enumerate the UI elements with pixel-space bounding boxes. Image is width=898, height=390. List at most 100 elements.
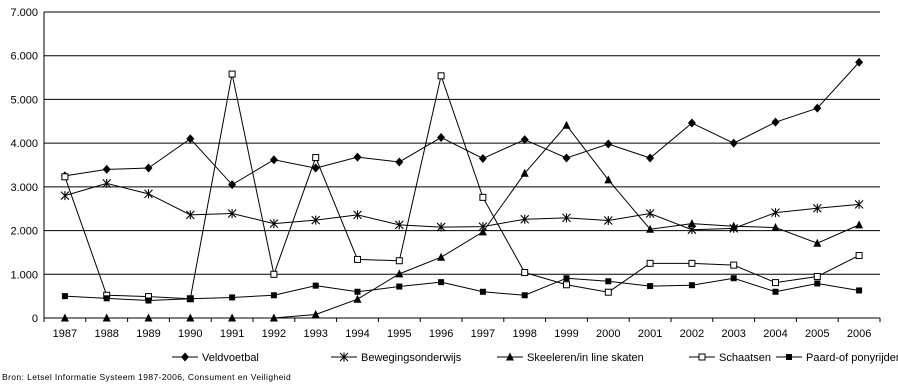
series-group — [60, 57, 864, 322]
data-point — [698, 353, 706, 361]
data-point — [394, 220, 404, 230]
data-point — [813, 272, 821, 280]
source-note: Bron: Letsel Informatie Systeem 1987-200… — [2, 372, 292, 382]
data-point — [353, 152, 362, 162]
series-line — [64, 73, 860, 300]
data-point — [646, 224, 655, 233]
y-tick-label: 6.000 — [10, 51, 38, 63]
data-point — [395, 157, 404, 167]
data-point — [102, 164, 111, 174]
y-tick-label: 7.000 — [10, 7, 38, 19]
legend-label: Bewegingsonderwijs — [361, 352, 462, 364]
data-point — [729, 138, 738, 148]
grid-lines — [44, 11, 880, 319]
x-tick-label: 1991 — [220, 328, 244, 340]
data-point — [103, 295, 110, 302]
y-axis: 0 1.000 2.000 3.000 4.000 5.000 6.000 7.000 — [10, 7, 45, 325]
data-point — [729, 221, 738, 230]
data-point — [605, 278, 612, 285]
data-point — [520, 214, 530, 224]
data-point — [437, 252, 446, 261]
x-tick-label: 2006 — [847, 328, 871, 340]
legend-entry: Veldvoetbal — [172, 352, 259, 364]
data-point — [354, 255, 361, 263]
x-tick-label: 1996 — [429, 328, 453, 340]
y-tick-label: 2.000 — [10, 226, 38, 238]
x-tick-label: 2001 — [638, 328, 662, 340]
data-point — [856, 287, 863, 294]
data-point — [771, 223, 780, 232]
y-tick-label: 0 — [32, 313, 38, 325]
data-point — [855, 251, 863, 259]
data-point — [60, 313, 69, 322]
series-line — [64, 277, 860, 302]
legend-label: Schaatsen — [719, 352, 771, 364]
data-point — [187, 295, 194, 302]
data-point — [269, 219, 279, 229]
data-point — [562, 213, 571, 223]
data-point — [228, 180, 237, 190]
data-point — [312, 282, 319, 289]
y-tick-label: 3.000 — [10, 182, 38, 194]
data-point — [506, 352, 514, 361]
data-point — [312, 154, 320, 162]
data-point — [771, 208, 780, 218]
series-line — [64, 124, 860, 319]
data-point — [181, 352, 189, 362]
data-point — [604, 139, 613, 149]
data-point — [270, 270, 278, 278]
data-point — [813, 103, 822, 113]
series-line — [64, 182, 860, 231]
data-point — [563, 281, 570, 289]
data-point — [145, 297, 152, 304]
x-tick-label: 2005 — [805, 328, 829, 340]
data-point — [102, 178, 112, 188]
x-tick-label: 1994 — [345, 328, 369, 340]
data-point — [687, 219, 696, 228]
data-point — [186, 313, 195, 322]
data-point — [521, 269, 529, 277]
data-point — [771, 117, 780, 127]
data-point — [730, 275, 737, 282]
data-point — [854, 199, 864, 209]
data-point — [354, 288, 361, 295]
data-point — [772, 279, 779, 287]
data-point — [687, 118, 696, 128]
data-point — [437, 72, 445, 80]
x-tick-label: 1998 — [512, 328, 536, 340]
data-point — [604, 175, 613, 184]
data-point — [855, 57, 864, 67]
x-tick-label: 2004 — [763, 328, 787, 340]
data-point — [520, 168, 529, 177]
data-point — [353, 210, 362, 220]
data-point — [395, 269, 404, 278]
data-point — [227, 209, 237, 219]
data-point — [479, 288, 486, 295]
data-point — [646, 153, 655, 163]
x-tick-label: 1993 — [303, 328, 327, 340]
data-point — [270, 292, 277, 299]
legend: Veldvoetbal Bewegingsonderwijs Skeeleren/i… — [172, 352, 898, 364]
data-point — [478, 153, 487, 163]
legend-entry: Skeeleren/in line skaten — [497, 352, 644, 364]
data-point — [229, 294, 236, 301]
x-tick-label: 1989 — [136, 328, 160, 340]
data-point — [339, 352, 349, 362]
data-point — [604, 288, 612, 296]
data-point — [814, 280, 821, 287]
series-paard-of-ponyrijden — [61, 275, 863, 304]
x-tick-label: 1988 — [94, 328, 118, 340]
x-tick-label: 1997 — [471, 328, 495, 340]
data-point — [144, 163, 153, 173]
data-point — [102, 313, 111, 322]
x-tick-label: 1990 — [178, 328, 202, 340]
data-point — [437, 132, 446, 142]
x-tick-label: 2002 — [680, 328, 704, 340]
legend-label: Skeeleren/in line skaten — [527, 352, 644, 364]
data-point — [311, 163, 320, 173]
y-tick-label: 1.000 — [10, 269, 38, 281]
data-point — [269, 155, 278, 165]
data-point — [228, 313, 237, 322]
x-tick-label: 1992 — [262, 328, 286, 340]
data-point — [521, 292, 528, 299]
